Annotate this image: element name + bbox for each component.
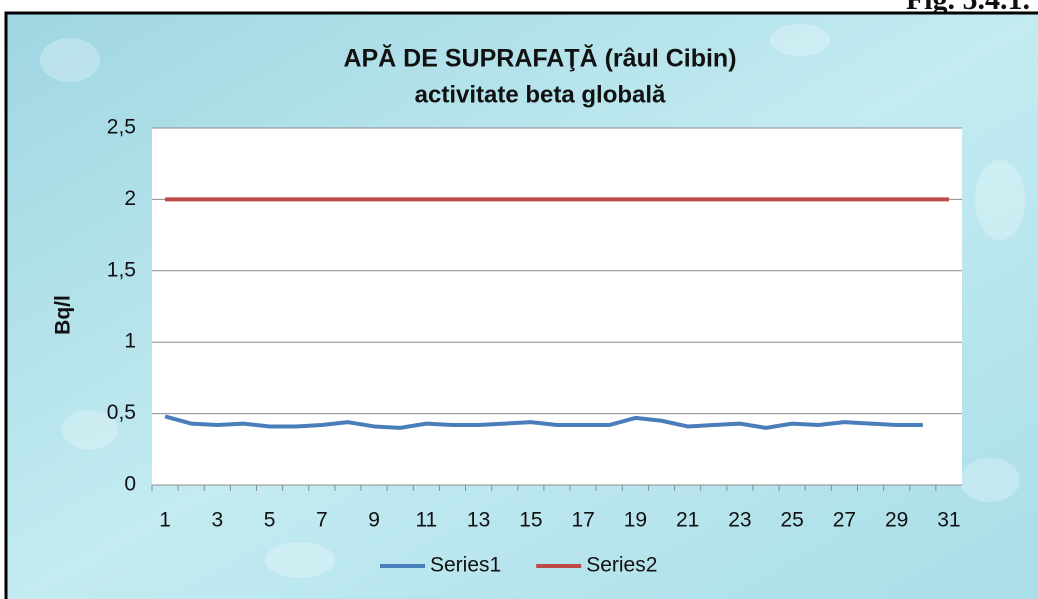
x-tick-label: 1 bbox=[159, 509, 171, 532]
x-tick-label: 9 bbox=[368, 509, 380, 532]
x-tick-label: 21 bbox=[676, 509, 699, 532]
decoration bbox=[40, 24, 1025, 578]
y-tick-label: 2 bbox=[124, 187, 136, 210]
legend-label: Series1 bbox=[430, 554, 501, 577]
y-tick-label: 0,5 bbox=[107, 401, 136, 424]
x-tick-label: 17 bbox=[571, 509, 594, 532]
x-tick-label: 7 bbox=[316, 509, 328, 532]
x-tick-label: 25 bbox=[780, 509, 803, 532]
y-tick-label: 1 bbox=[124, 330, 136, 353]
x-tick-label: 15 bbox=[519, 509, 542, 532]
y-axis-label: Bq/l bbox=[52, 295, 75, 335]
x-tick-label: 13 bbox=[467, 509, 490, 532]
chart-title: APĂ DE SUPRAFAŢĂ (râul Cibin) bbox=[343, 44, 736, 73]
chart-subtitle: activitate beta globală bbox=[415, 81, 666, 108]
x-tick-label: 3 bbox=[211, 509, 223, 532]
x-tick-label: 19 bbox=[624, 509, 647, 532]
plot-area bbox=[152, 128, 962, 485]
y-tick-label: 1,5 bbox=[107, 258, 136, 281]
x-tick-label: 23 bbox=[728, 509, 751, 532]
y-tick-label: 2,5 bbox=[107, 116, 136, 139]
x-tick-label: 27 bbox=[833, 509, 856, 532]
y-tick-label: 0 bbox=[124, 473, 136, 496]
legend-label: Series2 bbox=[586, 554, 657, 577]
x-tick-label: 29 bbox=[885, 509, 908, 532]
data-line bbox=[164, 414, 923, 430]
x-tick-label: 31 bbox=[937, 509, 960, 532]
x-tick-label: 11 bbox=[415, 509, 437, 532]
x-tick-label: 5 bbox=[264, 509, 276, 532]
